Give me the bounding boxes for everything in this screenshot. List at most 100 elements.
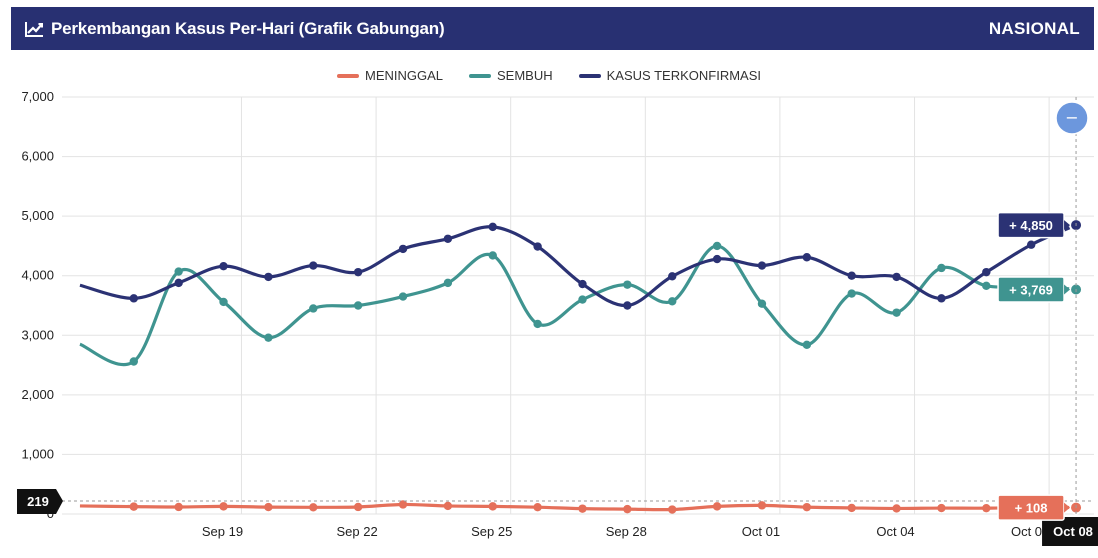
- callout-label-meninggal: + 108: [1015, 501, 1048, 516]
- callout-arrow-kasus: [1064, 220, 1071, 231]
- callout-arrow-meninggal: [1064, 502, 1071, 513]
- data-point-kasus[interactable]: [353, 267, 363, 277]
- series-line-kasus[interactable]: [79, 223, 1077, 308]
- data-point-meninggal[interactable]: [443, 501, 453, 511]
- y-tick-label: 4,000: [21, 268, 54, 283]
- callout-label-sembuh: + 3,769: [1009, 282, 1053, 297]
- data-point-meninggal[interactable]: [847, 503, 856, 513]
- callout-label-kasus: + 4,850: [1009, 218, 1053, 233]
- data-point-kasus[interactable]: [847, 271, 856, 280]
- legend-swatch-meninggal: [337, 73, 359, 78]
- data-point-kasus[interactable]: [1026, 240, 1036, 249]
- data-point-kasus[interactable]: [533, 242, 542, 251]
- data-point-sembuh[interactable]: [668, 297, 677, 306]
- data-point-sembuh[interactable]: [802, 340, 812, 350]
- legend-item-meninggal[interactable]: MENINGGAL: [337, 68, 443, 83]
- x-tick-label: Sep 28: [606, 524, 647, 539]
- data-point-sembuh[interactable]: [219, 297, 228, 307]
- series-line-meninggal[interactable]: [79, 502, 1077, 512]
- data-point-kasus[interactable]: [129, 294, 138, 303]
- legend-item-kasus[interactable]: KASUS TERKONFIRMASI: [578, 68, 761, 83]
- crosshair-x-label: Oct 08: [1053, 524, 1093, 539]
- data-point-sembuh[interactable]: [937, 263, 946, 273]
- legend-swatch-sembuh: [469, 73, 492, 78]
- zoom-out-button[interactable]: [1055, 101, 1089, 135]
- data-point-sembuh[interactable]: [264, 333, 273, 342]
- data-point-meninggal[interactable]: [757, 501, 767, 510]
- data-point-kasus[interactable]: [443, 234, 453, 243]
- data-point-sembuh[interactable]: [757, 299, 767, 308]
- y-tick-label: 1,000: [21, 446, 54, 461]
- x-tick-label: Sep 22: [336, 524, 377, 539]
- callout-arrow-sembuh: [1064, 284, 1071, 295]
- legend-label-meninggal: MENINGGAL: [365, 68, 444, 83]
- data-point-meninggal[interactable]: [623, 504, 632, 514]
- data-point-meninggal[interactable]: [398, 500, 408, 509]
- data-point-kasus[interactable]: [219, 261, 228, 271]
- data-point-sembuh[interactable]: [309, 304, 318, 313]
- chart-header: Perkembangan Kasus Per-Hari (Grafik Gabu…: [11, 7, 1094, 50]
- data-point-kasus[interactable]: [309, 261, 318, 270]
- y-tick-label: 3,000: [21, 327, 54, 342]
- legend-item-sembuh[interactable]: SEMBUH: [469, 68, 553, 83]
- y-tick-label: 6,000: [21, 149, 54, 164]
- crosshair-x-box: [1042, 517, 1098, 546]
- data-point-sembuh[interactable]: [712, 241, 722, 251]
- x-tick-label: Sep 19: [202, 524, 243, 539]
- data-point-sembuh[interactable]: [982, 281, 991, 291]
- data-point-sembuh[interactable]: [623, 280, 632, 289]
- data-point-meninggal[interactable]: [578, 504, 587, 513]
- data-point-meninggal[interactable]: [802, 502, 812, 512]
- data-point-kasus[interactable]: [982, 267, 991, 277]
- data-point-meninggal[interactable]: [892, 504, 901, 513]
- data-point-meninggal[interactable]: [353, 502, 363, 512]
- data-point-sembuh[interactable]: [533, 319, 542, 329]
- data-point-meninggal[interactable]: [219, 502, 228, 511]
- data-point-sembuh[interactable]: [443, 278, 453, 288]
- chart-legend: MENINGGAL SEMBUH KASUS TERKONFIRMASI: [0, 68, 1098, 83]
- x-tick-label: Oct 04: [876, 524, 914, 539]
- crosshair-y-box: [17, 489, 63, 514]
- region-label: NASIONAL: [988, 19, 1080, 38]
- data-point-sembuh[interactable]: [129, 357, 138, 366]
- data-point-sembuh[interactable]: [578, 295, 587, 304]
- data-point-meninggal[interactable]: [533, 503, 542, 512]
- data-point-kasus[interactable]: [757, 261, 767, 270]
- data-point-kasus[interactable]: [937, 294, 946, 303]
- data-point-kasus[interactable]: [264, 272, 273, 282]
- data-point-kasus[interactable]: [623, 301, 632, 310]
- x-tick-label: Sep 25: [471, 524, 512, 539]
- data-point-kasus[interactable]: [174, 278, 183, 288]
- legend-swatch-kasus: [578, 73, 601, 78]
- y-tick-label: 2,000: [21, 387, 54, 402]
- data-point-sembuh[interactable]: [353, 301, 363, 310]
- data-point-sembuh[interactable]: [488, 251, 497, 260]
- data-point-meninggal[interactable]: [488, 502, 497, 511]
- data-point-kasus[interactable]: [892, 272, 901, 282]
- data-point-kasus[interactable]: [802, 253, 812, 262]
- data-point-meninggal[interactable]: [264, 502, 273, 512]
- data-point-sembuh[interactable]: [174, 267, 183, 276]
- data-point-meninggal[interactable]: [309, 503, 318, 512]
- data-point-meninggal[interactable]: [129, 502, 138, 511]
- series-line-sembuh[interactable]: [79, 244, 1077, 367]
- data-point-sembuh[interactable]: [847, 289, 856, 298]
- data-point-kasus[interactable]: [488, 222, 497, 232]
- data-point-meninggal[interactable]: [668, 505, 677, 514]
- data-point-meninggal[interactable]: [174, 502, 183, 512]
- crosshair-y-label: 219: [27, 494, 49, 509]
- x-tick-label: Oct 01: [742, 524, 780, 539]
- data-point-kasus[interactable]: [398, 244, 408, 254]
- data-point-meninggal[interactable]: [982, 503, 991, 513]
- data-point-kasus[interactable]: [578, 279, 587, 289]
- data-point-sembuh[interactable]: [398, 292, 408, 301]
- data-point-kasus[interactable]: [712, 254, 722, 264]
- data-point-meninggal[interactable]: [937, 503, 946, 513]
- data-point-meninggal[interactable]: [712, 502, 722, 511]
- data-point-kasus[interactable]: [668, 272, 677, 281]
- line-chart-icon: [25, 21, 43, 37]
- data-point-sembuh[interactable]: [892, 308, 901, 317]
- legend-label-sembuh: SEMBUH: [497, 68, 553, 83]
- y-tick-label: 5,000: [21, 208, 54, 223]
